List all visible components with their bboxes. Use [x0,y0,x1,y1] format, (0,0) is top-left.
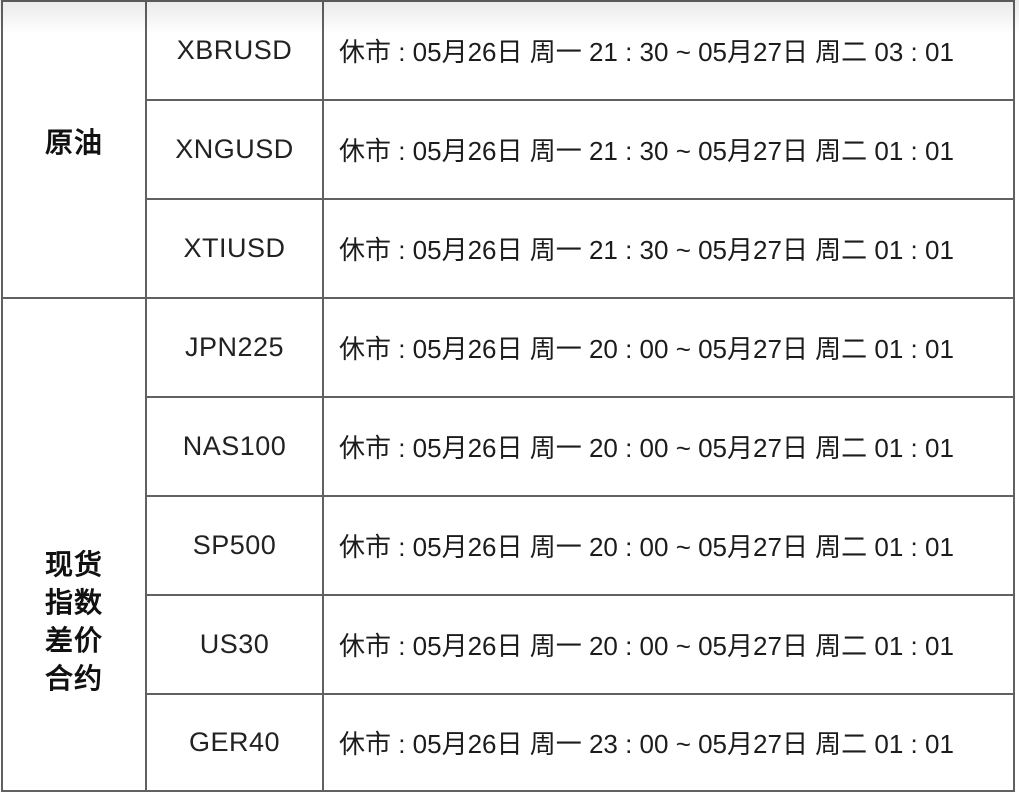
closure-cell-xbrusd: 休市 : 05月26日 周一 21 : 30 ~ 05月27日 周二 03 : … [322,0,1015,101]
symbol-cell-sp500: SP500 [145,495,324,596]
table-row: XNGUSD 休市 : 05月26日 周一 21 : 30 ~ 05月27日 周… [2,99,1015,200]
symbol-cell-xtiusd: XTIUSD [145,198,324,299]
closure-cell-nas100: 休市 : 05月26日 周一 20 : 00 ~ 05月27日 周二 01 : … [322,396,1015,497]
table-row: SP500 休市 : 05月26日 周一 20 : 00 ~ 05月27日 周二… [2,495,1015,596]
closure-cell-us30: 休市 : 05月26日 周一 20 : 00 ~ 05月27日 周二 01 : … [322,594,1015,695]
table-row: GER40 休市 : 05月26日 周一 23 : 00 ~ 05月27日 周二… [2,693,1015,792]
symbol-cell-xngusd: XNGUSD [145,99,324,200]
symbol-cell-nas100: NAS100 [145,396,324,497]
symbol-cell-us30: US30 [145,594,324,695]
closure-cell-xngusd: 休市 : 05月26日 周一 21 : 30 ~ 05月27日 周二 01 : … [322,99,1015,200]
closure-cell-sp500: 休市 : 05月26日 周一 20 : 00 ~ 05月27日 周二 01 : … [322,495,1015,596]
table-row: XTIUSD 休市 : 05月26日 周一 21 : 30 ~ 05月27日 周… [2,198,1015,299]
table-row: 原油 XBRUSD 休市 : 05月26日 周一 21 : 30 ~ 05月27… [1,0,1015,299]
table-row: US30 休市 : 05月26日 周一 20 : 00 ~ 05月27日 周二 … [2,594,1015,695]
category-cell-spot-index-cfd: 现货 指数 差价 合约 [1,297,147,792]
closure-cell-jpn225: 休市 : 05月26日 周一 20 : 00 ~ 05月27日 周二 01 : … [322,297,1015,398]
closure-cell-ger40: 休市 : 05月26日 周一 23 : 00 ~ 05月27日 周二 01 : … [322,693,1015,792]
symbol-cell-ger40: GER40 [145,693,324,792]
closure-cell-xtiusd: 休市 : 05月26日 周一 21 : 30 ~ 05月27日 周二 01 : … [322,198,1015,299]
symbol-cell-xbrusd: XBRUSD [145,0,324,101]
category-label: 现货 指数 差价 合约 [44,549,103,694]
table-row: 现货 指数 差价 合约 JPN225 休市 : 05月26日 周一 20 : 0… [1,297,1015,792]
table-row: NAS100 休市 : 05月26日 周一 20 : 00 ~ 05月27日 周… [2,396,1015,497]
category-cell-crude-oil: 原油 [1,0,147,299]
symbol-cell-jpn225: JPN225 [145,297,324,398]
